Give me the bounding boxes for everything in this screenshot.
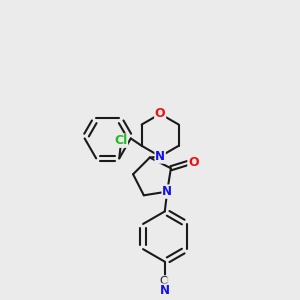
Text: O: O bbox=[155, 107, 166, 120]
Text: N: N bbox=[162, 185, 172, 198]
Text: N: N bbox=[155, 150, 165, 163]
Text: Cl: Cl bbox=[114, 134, 127, 147]
Text: O: O bbox=[188, 156, 199, 170]
Text: C: C bbox=[159, 276, 167, 286]
Text: N: N bbox=[160, 284, 170, 297]
